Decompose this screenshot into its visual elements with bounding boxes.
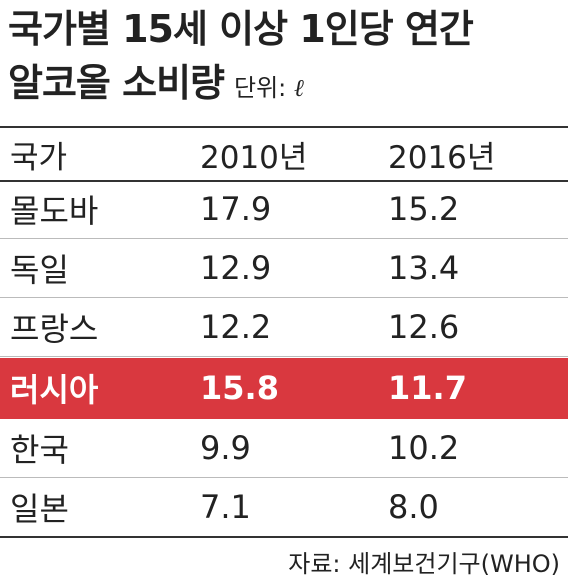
unit-label: 단위: ℓ bbox=[234, 74, 304, 102]
country-cell: 독일 bbox=[10, 251, 69, 289]
unit-label-text: 단위: bbox=[234, 74, 287, 102]
value-2010-cell: 12.9 bbox=[200, 249, 272, 287]
value-2016-cell: 11.7 bbox=[388, 369, 467, 407]
table-row-highlighted: 러시아 15.8 11.7 bbox=[0, 358, 568, 419]
value-2010-cell: 17.9 bbox=[200, 190, 272, 228]
country-cell: 프랑스 bbox=[10, 310, 99, 348]
value-2016-cell: 12.6 bbox=[388, 308, 460, 346]
table-header: 국가 2010년 2016년 bbox=[0, 126, 568, 182]
source-note: 자료: 세계보건기구(WHO) bbox=[288, 550, 560, 578]
value-2016-cell: 15.2 bbox=[388, 190, 460, 228]
country-cell: 러시아 bbox=[10, 371, 99, 409]
country-cell: 일본 bbox=[10, 490, 69, 528]
page-title: 국가별 15세 이상 1인당 연간 bbox=[8, 7, 474, 51]
table-row: 프랑스 12.2 12.6 bbox=[0, 298, 568, 357]
table-row: 한국 9.9 10.2 bbox=[0, 419, 568, 478]
table-row: 몰도바 17.9 15.2 bbox=[0, 180, 568, 239]
value-2016-cell: 10.2 bbox=[388, 429, 460, 467]
header-2010: 2010년 bbox=[200, 139, 308, 176]
table-row: 독일 12.9 13.4 bbox=[0, 239, 568, 298]
value-2010-cell: 7.1 bbox=[200, 488, 251, 526]
value-2010-cell: 9.9 bbox=[200, 429, 251, 467]
header-2016: 2016년 bbox=[388, 139, 496, 176]
table-row: 일본 7.1 8.0 bbox=[0, 478, 568, 538]
value-2016-cell: 13.4 bbox=[388, 249, 460, 287]
value-2010-cell: 15.8 bbox=[200, 369, 279, 407]
header-country: 국가 bbox=[10, 139, 68, 176]
value-2010-cell: 12.2 bbox=[200, 308, 272, 346]
unit-symbol: ℓ bbox=[293, 74, 304, 102]
title-text-line-2: 알코올 소비량 bbox=[8, 61, 225, 105]
country-cell: 한국 bbox=[10, 431, 69, 469]
country-cell: 몰도바 bbox=[10, 192, 99, 230]
title-text-line-1: 국가별 15세 이상 1인당 연간 bbox=[8, 7, 474, 51]
value-2016-cell: 8.0 bbox=[388, 488, 439, 526]
page-subtitle: 알코올 소비량 단위: ℓ bbox=[8, 64, 304, 102]
